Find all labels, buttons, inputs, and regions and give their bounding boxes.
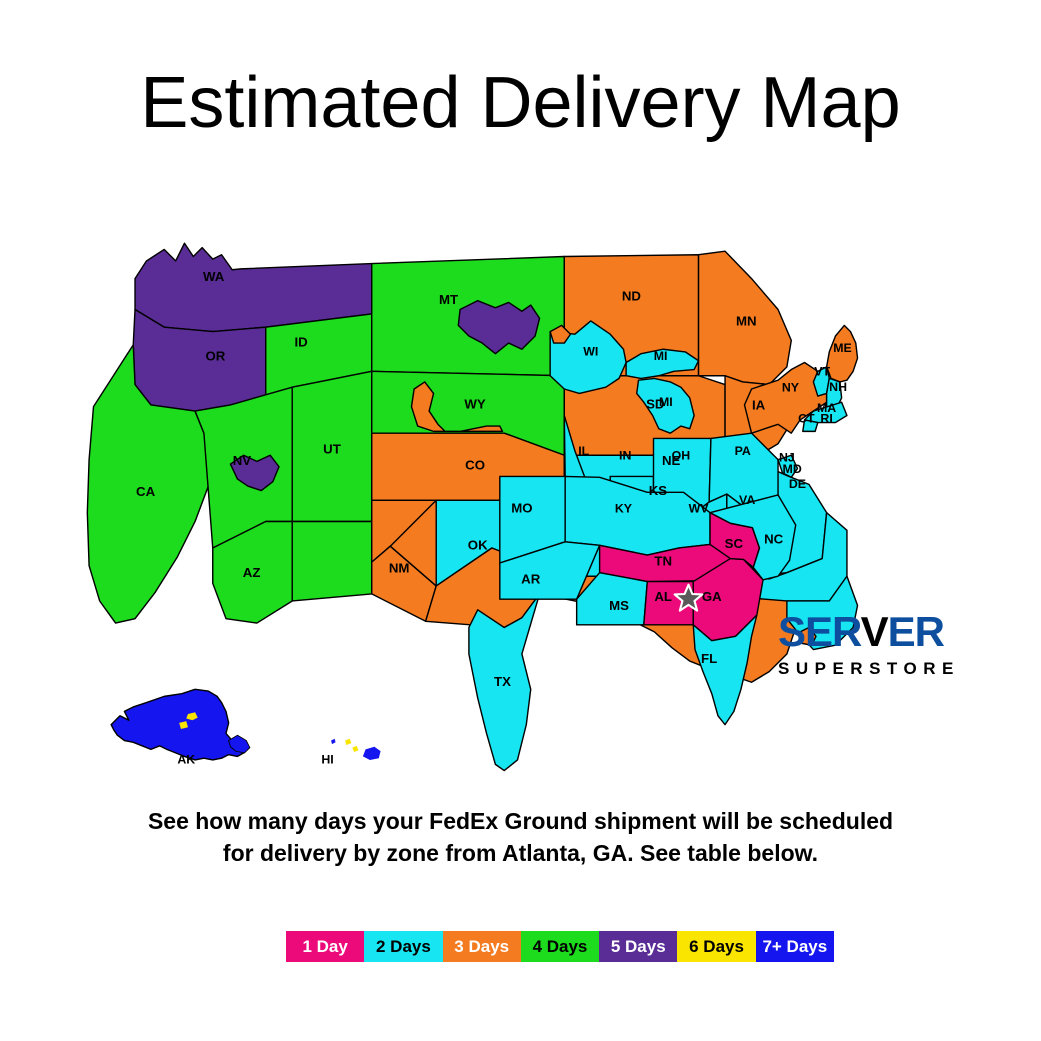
- svg-text:MD: MD: [783, 462, 802, 476]
- svg-text:NC: NC: [764, 532, 784, 547]
- svg-text:RI: RI: [820, 412, 832, 426]
- svg-text:CO: CO: [465, 457, 485, 472]
- svg-text:MI: MI: [659, 395, 673, 409]
- svg-text:NY: NY: [782, 381, 800, 395]
- svg-text:WI: WI: [583, 344, 598, 358]
- svg-text:MN: MN: [736, 313, 757, 328]
- svg-text:OR: OR: [205, 349, 225, 364]
- svg-text:DE: DE: [789, 477, 806, 491]
- svg-text:VA: VA: [739, 493, 755, 507]
- svg-text:CA: CA: [136, 484, 156, 499]
- svg-text:AZ: AZ: [243, 565, 261, 580]
- svg-text:MO: MO: [511, 501, 532, 516]
- svg-text:AK: AK: [177, 753, 195, 767]
- svg-text:OK: OK: [468, 538, 488, 553]
- svg-text:MS: MS: [609, 598, 629, 613]
- svg-text:TN: TN: [654, 554, 672, 569]
- svg-text:PA: PA: [735, 444, 751, 458]
- svg-text:KY: KY: [615, 502, 633, 516]
- svg-text:AR: AR: [521, 571, 541, 586]
- svg-text:MT: MT: [439, 292, 458, 307]
- svg-text:MI: MI: [654, 349, 668, 363]
- svg-text:WY: WY: [464, 396, 485, 411]
- svg-text:ME: ME: [833, 341, 852, 355]
- svg-text:OH: OH: [672, 449, 691, 463]
- svg-text:ID: ID: [294, 335, 307, 350]
- svg-text:CT: CT: [798, 412, 815, 426]
- svg-text:NV: NV: [233, 453, 252, 468]
- svg-text:HI: HI: [321, 753, 333, 767]
- svg-text:AL: AL: [654, 589, 672, 604]
- svg-text:IA: IA: [752, 397, 766, 412]
- svg-text:IN: IN: [619, 449, 631, 463]
- svg-text:GA: GA: [702, 589, 722, 604]
- svg-text:TX: TX: [494, 674, 511, 689]
- svg-text:FL: FL: [701, 651, 717, 666]
- svg-text:VT: VT: [814, 365, 830, 379]
- svg-text:ND: ND: [622, 289, 641, 304]
- svg-text:NH: NH: [829, 380, 847, 394]
- svg-text:KS: KS: [649, 483, 668, 498]
- svg-text:WA: WA: [203, 269, 225, 284]
- svg-text:UT: UT: [323, 441, 341, 456]
- svg-text:SC: SC: [725, 536, 744, 551]
- svg-text:NM: NM: [389, 561, 410, 576]
- svg-text:WV: WV: [689, 502, 710, 516]
- svg-text:IL: IL: [578, 444, 589, 458]
